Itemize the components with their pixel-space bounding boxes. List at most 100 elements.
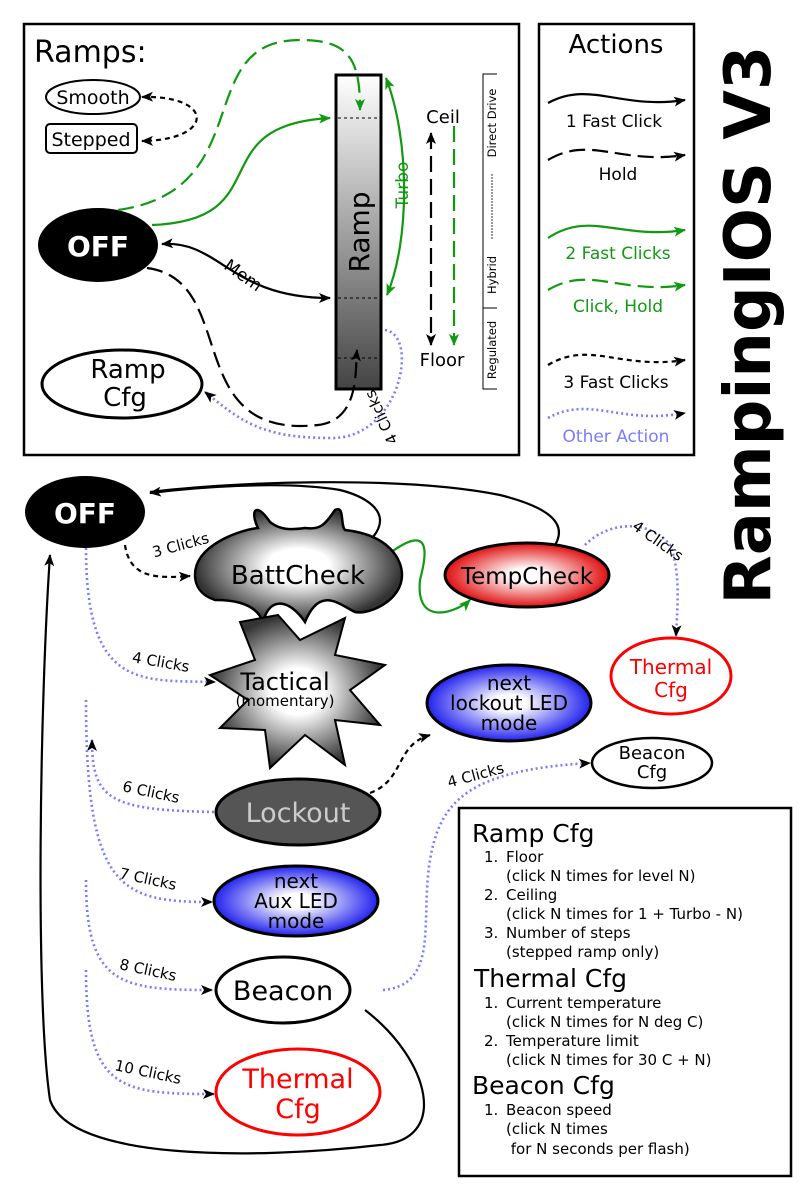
thermal-cfg-label-1: Thermal <box>241 1064 353 1095</box>
lockout-node[interactable] <box>214 777 382 847</box>
lockout-led-label-3: mode <box>481 711 538 735</box>
thermal-cfg-heading: Thermal Cfg <box>473 964 627 993</box>
ramps-panel: Ramps: Smooth Stepped OFF Ramp Cfg Ramp … <box>22 22 521 457</box>
beacon-cfg-label-2: Cfg <box>637 762 667 783</box>
ramp-cfg-item-3-detail: (stepped ramp only) <box>506 943 659 961</box>
aux-led-node[interactable] <box>212 864 380 938</box>
aux-led-label-2: Aux LED <box>254 889 338 913</box>
four-clicks-to-ramp-cfg-edge <box>204 328 404 440</box>
thermal-cfg-node-top[interactable] <box>609 636 733 716</box>
off-node-ramps[interactable] <box>38 208 158 282</box>
stepped-label: Stepped <box>51 129 130 151</box>
turbo-label: Turbo <box>393 162 413 210</box>
edge-label-4-clicks-tactical: 4 Clicks <box>131 648 191 676</box>
ramp-cfg-item-2-detail: (click N times for 1 + Turbo - N) <box>506 905 743 923</box>
tempcheck-node[interactable] <box>443 541 611 609</box>
mem-edge <box>161 238 331 303</box>
off-label-ramps: OFF <box>67 230 129 263</box>
hold-to-floor-edge <box>146 266 361 428</box>
legend-line-2-fast-clicks <box>547 224 686 239</box>
smooth-stepped-toggle-edge <box>141 91 198 146</box>
mode-bracket <box>482 73 497 390</box>
lockout-led-label-2: lockout LED <box>450 691 568 715</box>
legend-label-5: 3 Fast Clicks <box>563 373 668 393</box>
floor-label: Floor <box>420 350 465 371</box>
hybrid-label: Hybrid <box>485 256 499 294</box>
beacon-cfg-item-1-detail-1: (click N times <box>506 1120 608 1138</box>
config-notes: Ramp Cfg 1. Floor (click N times for lev… <box>457 806 793 1178</box>
off-to-beacon-edge <box>84 879 213 995</box>
off-node[interactable] <box>25 476 145 548</box>
lockout-label: Lockout <box>246 798 351 829</box>
lockout-to-lockout-led-edge <box>369 733 431 795</box>
tactical-node[interactable] <box>207 613 388 771</box>
actions-heading: Actions <box>569 30 664 60</box>
config-notes-border <box>457 806 793 1178</box>
state-diagram: 4 Clicks 3 Clicks 4 Clicks 6 Clicks 7 Cl… <box>25 476 733 1155</box>
off-to-aux-led-edge <box>84 699 213 907</box>
turbo-edge <box>384 77 406 296</box>
tempcheck-label: TempCheck <box>460 564 594 590</box>
beacon-cfg-heading: Beacon Cfg <box>472 1071 615 1100</box>
tempcheck-to-thermal-cfg-edge <box>584 525 682 637</box>
legend-label-3: 2 Fast Clicks <box>565 244 670 264</box>
ramp-bar[interactable] <box>334 73 383 391</box>
ramp-cfg-item-2-num: 2. <box>484 886 498 904</box>
thermal-cfg-item-1-detail: (click N times for N deg C) <box>506 1013 703 1031</box>
thermal-cfg-item-1-num: 1. <box>484 994 498 1012</box>
legend-line-click-hold <box>547 278 686 292</box>
legend-label-2: Hold <box>599 165 638 185</box>
thermal-cfg-top-label-1: Thermal <box>629 655 712 679</box>
off-to-battcheck-edge <box>123 544 191 582</box>
thermal-cfg-item-1: Current temperature <box>506 994 661 1012</box>
legend-line-1-fast-click <box>547 93 686 107</box>
edge-label-7-clicks: 7 Clicks <box>118 864 179 894</box>
battcheck-to-tempcheck-edge <box>389 539 471 614</box>
edge-label-6-clicks: 6 Clicks <box>121 777 182 807</box>
thermal-cfg-item-2-detail: (click N times for 30 C + N) <box>506 1051 712 1069</box>
lockout-led-label-1: next <box>487 671 531 695</box>
edge-label-4-clicks-thermal: 4 Clicks <box>629 517 687 565</box>
smooth-label: Smooth <box>56 87 129 109</box>
lockout-led-node[interactable] <box>425 663 593 743</box>
tactical-sublabel: (momentary) <box>236 692 335 710</box>
legend-label-1: 1 Fast Click <box>566 112 662 132</box>
beacon-cfg-item-1-num: 1. <box>484 1101 498 1119</box>
beacon-cfg-item-1: Beacon speed <box>506 1101 612 1119</box>
direct-drive-label: Direct Drive <box>485 89 499 158</box>
ceil-label: Ceil <box>426 107 460 128</box>
regulated-label: Regulated <box>485 321 499 379</box>
thermal-cfg-node[interactable] <box>214 1047 382 1137</box>
tempcheck-to-off-edge <box>149 481 561 546</box>
edge-label-4-clicks-beacon: 4 Clicks <box>445 759 506 791</box>
aux-led-label-3: mode <box>268 909 325 933</box>
aux-led-label-1: next <box>274 869 318 893</box>
legend-label-4: Click, Hold <box>573 297 663 317</box>
click-hold-to-ceil-edge <box>117 38 365 212</box>
legend-line-3-fast-clicks <box>547 353 686 367</box>
beacon-node[interactable] <box>214 955 352 1025</box>
beacon-to-off-edge <box>39 554 426 1155</box>
ramp-cfg-item-1: Floor <box>506 848 544 866</box>
ramp-cfg-item-1-num: 1. <box>484 848 498 866</box>
off-label: OFF <box>54 497 116 530</box>
smooth-node[interactable] <box>45 79 141 115</box>
tactical-label: Tactical <box>239 668 329 696</box>
ramp-cfg-label-1: Ramp <box>90 355 165 385</box>
ramp-cfg-node[interactable] <box>40 348 204 420</box>
thermal-cfg-item-2-num: 2. <box>484 1032 498 1050</box>
page-title: RampingIOS V3 <box>712 46 786 605</box>
ramp-cfg-item-1-detail: (click N times for level N) <box>506 867 696 885</box>
beacon-cfg-node[interactable] <box>590 736 714 790</box>
two-clicks-to-ceil-edge <box>151 113 331 227</box>
ramp-cfg-label-2: Cfg <box>103 383 147 413</box>
ramps-heading: Ramps: <box>34 35 147 70</box>
beacon-cfg-label-1: Beacon <box>619 743 686 764</box>
legend-line-other-action <box>547 407 686 420</box>
ramp-label: Ramp <box>343 191 376 272</box>
battcheck-label: BattCheck <box>231 561 365 591</box>
thermal-cfg-item-2: Temperature limit <box>505 1032 639 1050</box>
thermal-cfg-top-label-2: Cfg <box>654 678 688 702</box>
stepped-node[interactable] <box>45 123 138 154</box>
beacon-label: Beacon <box>233 976 333 1007</box>
